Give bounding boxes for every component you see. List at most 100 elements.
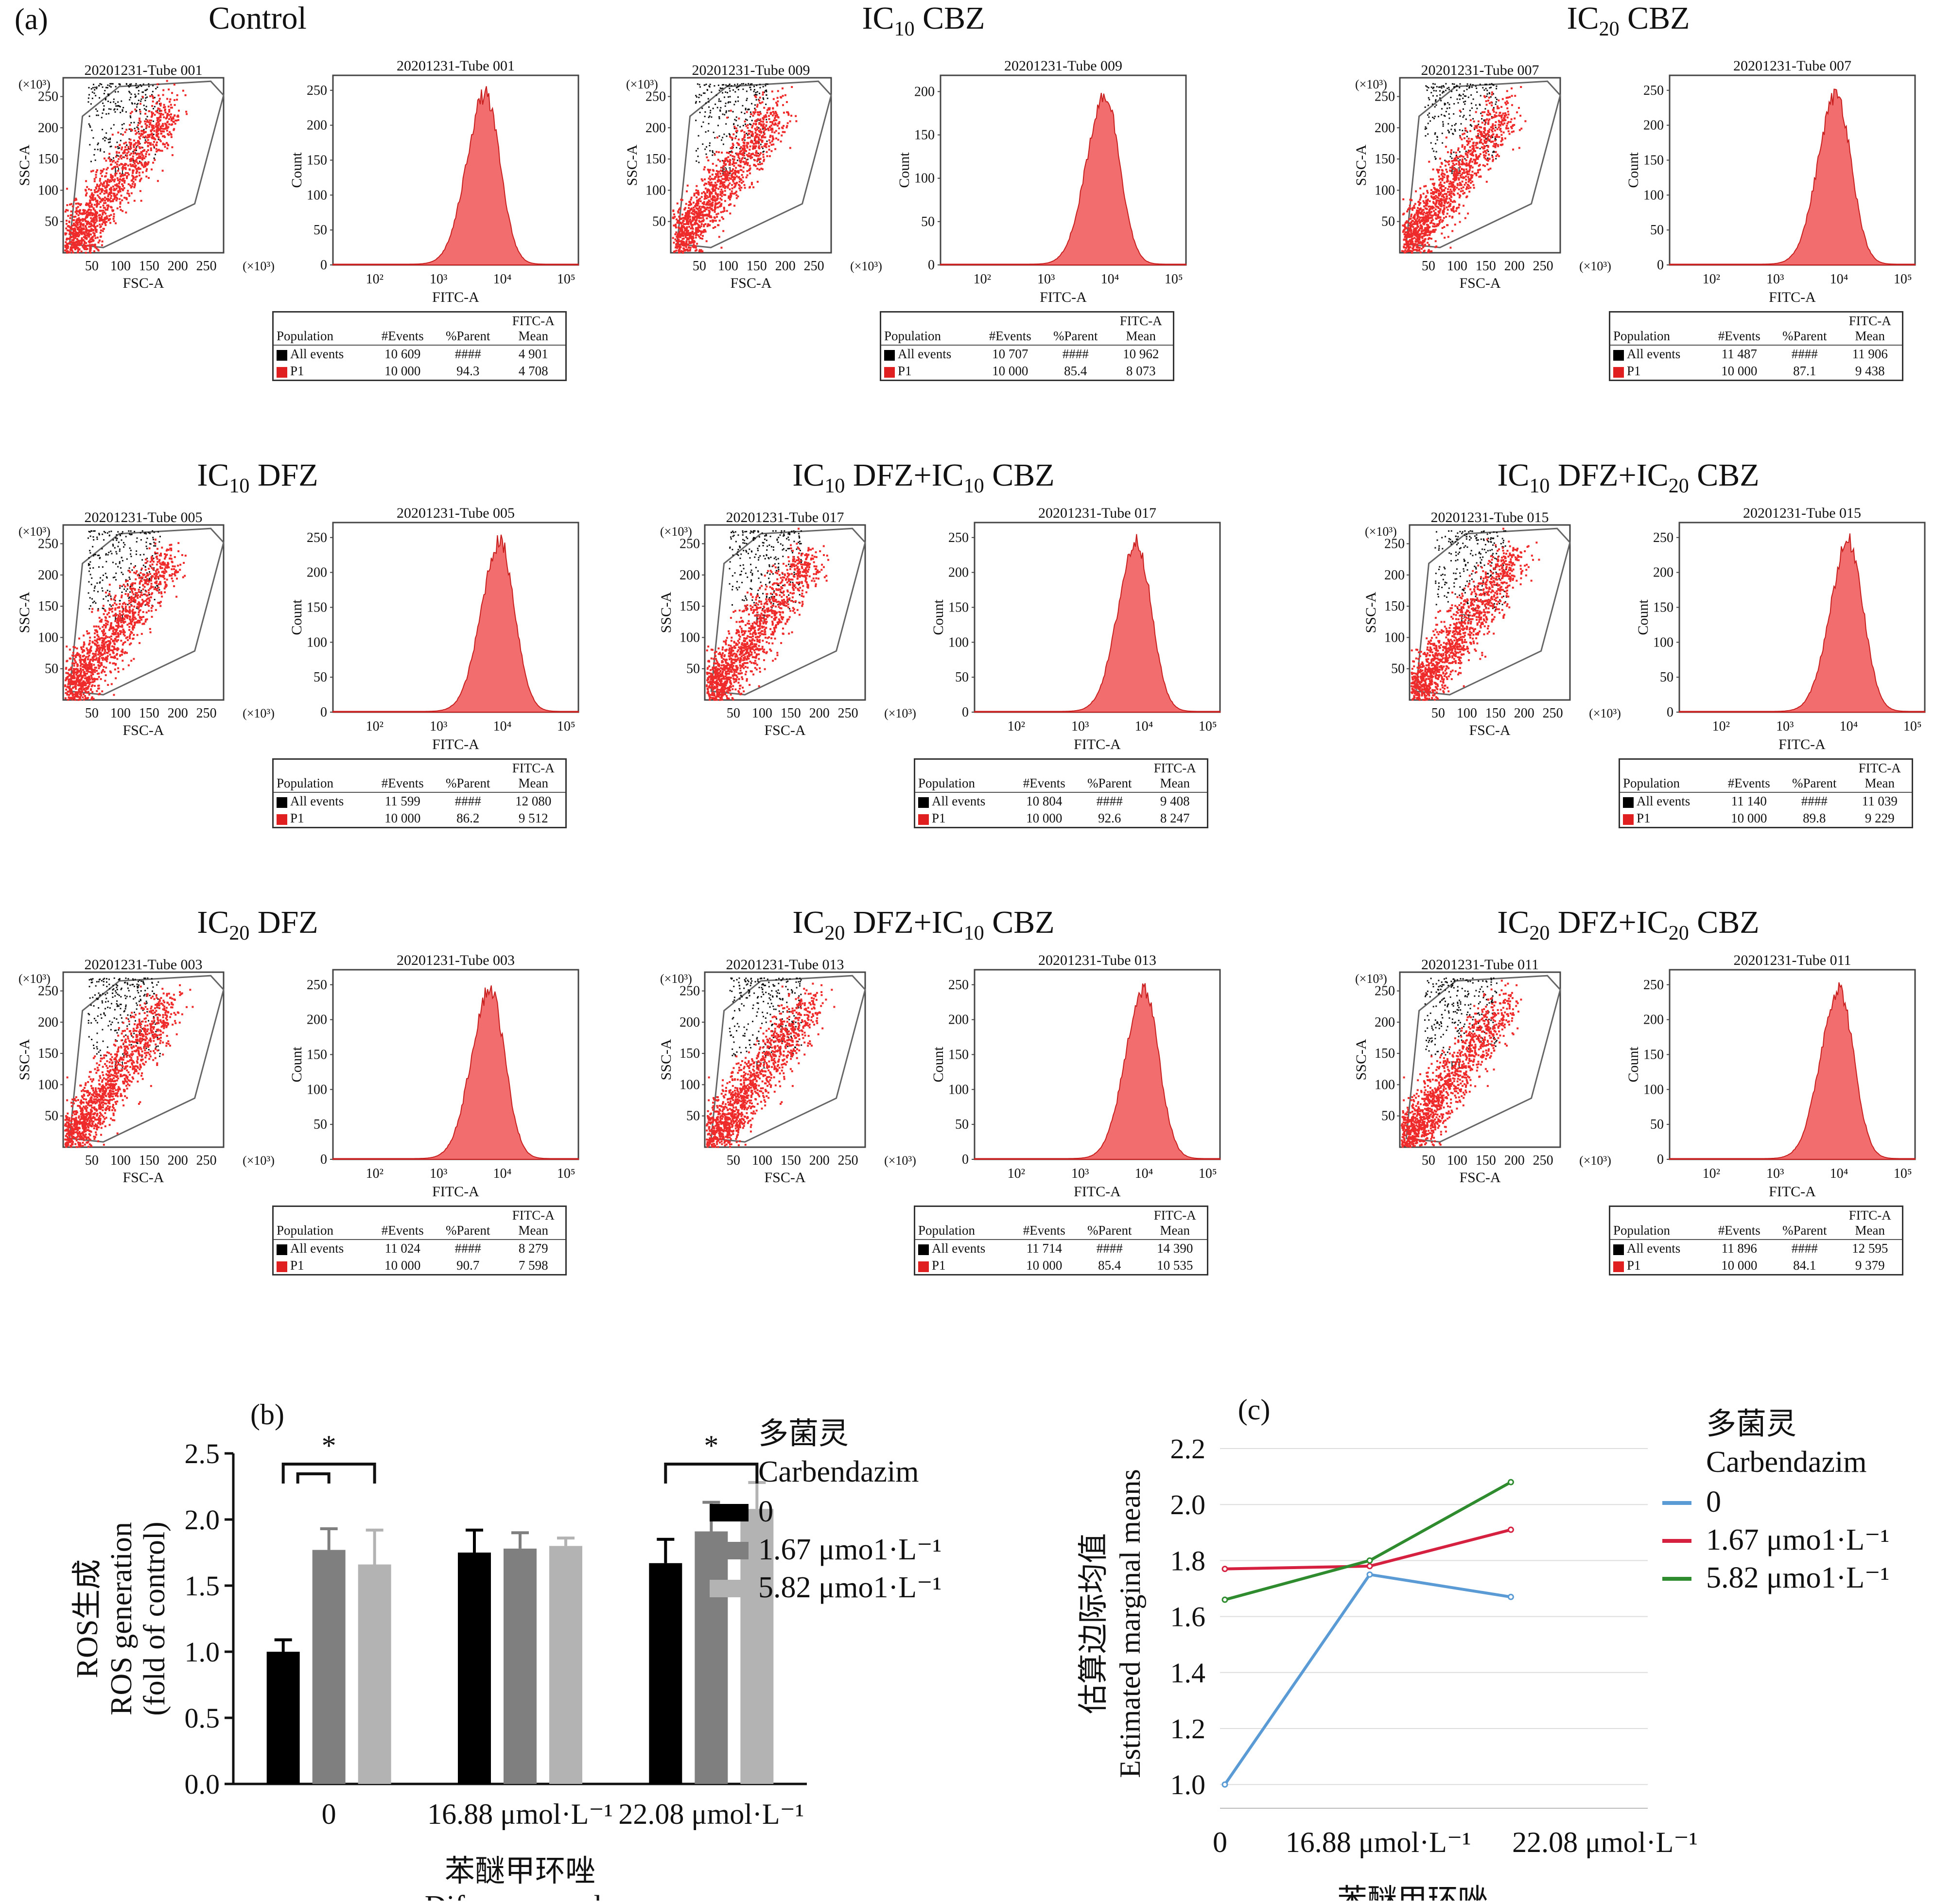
- stats-parent: 85.4: [1064, 364, 1087, 378]
- stats-parent: 86.2: [456, 811, 480, 825]
- scatter-x-unit: (×10³): [1589, 706, 1621, 720]
- scatter-y-tick: 50: [686, 662, 700, 677]
- condition-title-sub: 10: [229, 475, 250, 498]
- histogram-x-label: FITC-A: [1074, 1184, 1121, 1200]
- stats-header-fitc: FITC-A Mean: [1109, 313, 1173, 346]
- scatter-y-tick: 150: [38, 152, 58, 167]
- histogram-x-tick: 10³: [1776, 719, 1794, 734]
- scatter-x-tick: 150: [139, 259, 159, 274]
- population-swatch: [277, 797, 287, 808]
- stats-header-population: Population: [1620, 760, 1717, 793]
- condition-title-text: IC: [792, 905, 825, 940]
- scatter-frame: [62, 524, 225, 701]
- histogram-y-label: Count: [1625, 1047, 1641, 1083]
- histogram-x-label: FITC-A: [1769, 289, 1816, 305]
- scatter-x-tick: 200: [775, 259, 796, 274]
- scatter-y-tick: 150: [1384, 599, 1405, 614]
- stats-table-grid: Population #Events %Parent FITC-A Mean All ev…: [274, 313, 565, 380]
- histogram-x-tick: 10⁵: [557, 1166, 575, 1181]
- scatter-x-unit: (×10³): [1579, 259, 1611, 273]
- histogram-y-tick: 50: [314, 670, 327, 685]
- c-x-tick-label: 0: [1213, 1826, 1227, 1858]
- c-y-tick-label: 1.6: [1170, 1601, 1206, 1633]
- stats-row: All events 11 599 #### 12 080: [274, 792, 565, 810]
- histogram-x-tick: 10⁵: [1894, 1166, 1912, 1181]
- scatter-x-tick: 50: [85, 706, 99, 721]
- stats-header-parent: %Parent: [1781, 760, 1848, 793]
- scatter-unit-label: (×10³): [1355, 972, 1387, 986]
- scatter-y-tick: 250: [38, 984, 58, 999]
- histogram-frame: [1669, 74, 1916, 266]
- condition-title-text: DFZ+: [845, 905, 932, 940]
- stats-row: All events 11 024 #### 8 279: [274, 1240, 565, 1257]
- condition-title-sub: 20: [1599, 18, 1620, 41]
- b-bar: [504, 1548, 537, 1784]
- c-legend-label: 1.67 μmo1·L⁻¹: [1706, 1523, 1889, 1556]
- scatter-x-tick: 100: [110, 1153, 131, 1168]
- histogram-x-label: FITC-A: [1074, 736, 1121, 752]
- scatter-plot: (×10³)20201231-Tube 011P1501001502002505…: [1353, 957, 1611, 1186]
- histogram-x-tick: 10²: [974, 272, 991, 287]
- scatter-tube-label: 20201231-Tube 003: [84, 957, 202, 973]
- c-y-tick-label: 1.4: [1170, 1657, 1206, 1689]
- histogram-y-tick: 50: [955, 670, 969, 685]
- population-swatch: [884, 349, 895, 361]
- c-series-point: [1366, 1557, 1373, 1564]
- b-y-tick-label: 2.0: [185, 1504, 220, 1536]
- stats-header-parent: %Parent: [1076, 1207, 1143, 1240]
- scatter-x-unit: (×10³): [884, 706, 916, 720]
- b-y-tick-label: 1.5: [185, 1570, 220, 1602]
- condition-title-sub: 20: [1668, 922, 1689, 945]
- scatter-x-unit: (×10³): [850, 259, 882, 273]
- histogram-x-label: FITC-A: [1040, 289, 1087, 305]
- b-bar: [358, 1564, 391, 1784]
- stats-population: P1: [274, 363, 371, 380]
- histogram-y-label: Count: [896, 152, 912, 188]
- histogram-y-tick: 150: [1653, 600, 1673, 615]
- stats-header-row: Population #Events %Parent FITC-A Mean: [1610, 313, 1902, 346]
- stats-header-events: #Events: [978, 313, 1043, 346]
- stats-table: Population #Events %Parent FITC-A Mean All ev…: [1619, 758, 1913, 828]
- histogram-y-tick: 50: [314, 1117, 327, 1132]
- population-swatch: [918, 814, 929, 825]
- stats-mean: 11 906: [1852, 347, 1888, 361]
- stats-header-events: #Events: [1717, 760, 1781, 793]
- b-legend-swatch: [710, 1580, 749, 1597]
- histogram-y-label: Count: [930, 1047, 946, 1083]
- stats-population: All events: [274, 345, 371, 363]
- scatter-x-tick: 200: [1504, 1153, 1525, 1168]
- stats-header-fitc-bottom: Mean: [518, 776, 548, 790]
- scatter-y-tick: 50: [1381, 214, 1395, 229]
- b-bar: [549, 1546, 582, 1784]
- stats-events: 11 714: [1026, 1241, 1062, 1256]
- histogram-x-label: FITC-A: [432, 736, 479, 752]
- histogram-x-tick: 10⁴: [1830, 1166, 1848, 1181]
- scatter-y-tick: 250: [38, 89, 58, 105]
- population-label: P1: [1627, 364, 1641, 378]
- scatter-tube-label: 20201231-Tube 005: [84, 509, 202, 525]
- b-sig-bracket: [281, 1463, 376, 1484]
- population-swatch: [1613, 349, 1624, 361]
- histogram-y-tick: 250: [307, 978, 327, 993]
- stats-header-fitc: FITC-A Mean: [1143, 760, 1207, 793]
- scatter-x-tick: 50: [1431, 706, 1445, 721]
- histogram-frame: [940, 74, 1187, 266]
- c-series-point: [1221, 1781, 1228, 1788]
- stats-table: Population #Events %Parent FITC-A Mean All ev…: [1609, 1205, 1903, 1275]
- scatter-x-tick: 250: [838, 706, 858, 721]
- c-legend-label: 5.82 μmo1·L⁻¹: [1706, 1561, 1889, 1594]
- histogram-y-tick: 50: [1660, 670, 1673, 685]
- scatter-unit-label: (×10³): [1365, 524, 1397, 539]
- histogram-x-tick: 10³: [1766, 272, 1784, 287]
- scatter-plot: (×10³)20201231-Tube 015P1501001502002505…: [1363, 509, 1621, 738]
- scatter-x-tick: 200: [168, 706, 188, 721]
- histogram-y-tick: 200: [307, 1013, 327, 1028]
- condition-title: IC10 DFZ+IC20 CBZ: [1410, 457, 1847, 498]
- histogram-y-tick: 250: [1643, 978, 1664, 993]
- population-label: All events: [1627, 1241, 1681, 1256]
- stats-mean: 4 901: [518, 347, 548, 361]
- stats-header-row: Population #Events %Parent FITC-A Mean: [881, 313, 1173, 346]
- stats-table: Population #Events %Parent FITC-A Mean All ev…: [272, 1205, 567, 1275]
- condition-title-text: IC: [197, 905, 229, 940]
